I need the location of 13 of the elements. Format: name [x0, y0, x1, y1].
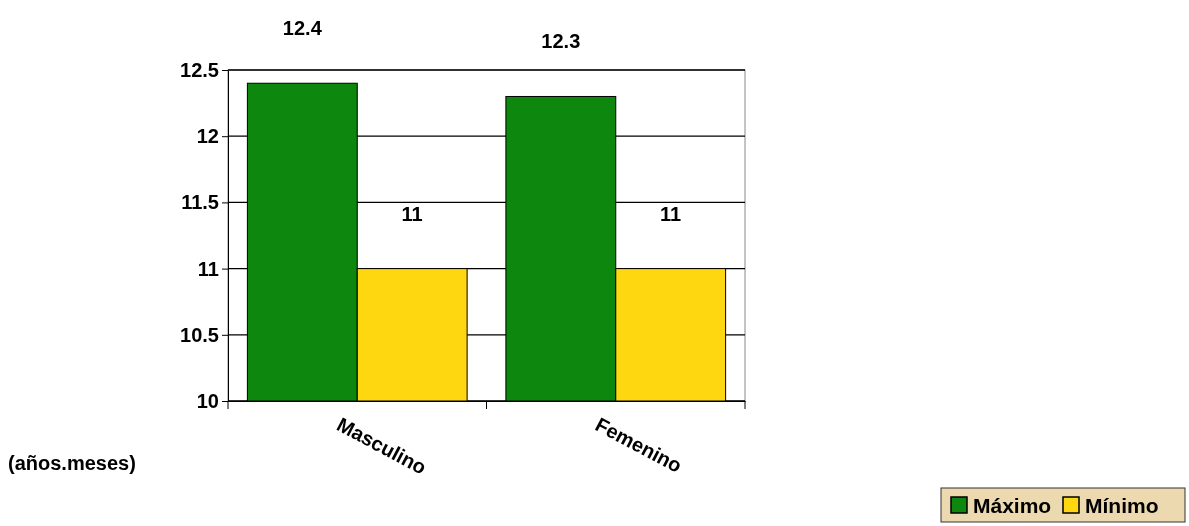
data-label: 11 — [401, 202, 423, 225]
y-axis-title: (años.meses) — [8, 452, 136, 474]
data-label: 12.4 — [282, 17, 323, 40]
y-tick-label: 11.5 — [181, 191, 219, 214]
y-tick-label: 10 — [196, 389, 219, 412]
data-label: 11 — [660, 202, 682, 225]
y-tick-label: 10.5 — [180, 323, 219, 346]
y-tick-label: 12 — [196, 125, 219, 148]
legend-label: Mínimo — [1085, 494, 1159, 517]
y-tick-label: 12.5 — [180, 58, 219, 81]
legend-label: Máximo — [973, 494, 1052, 517]
data-label: 12.3 — [541, 30, 581, 53]
y-tick-label: 11 — [197, 257, 219, 280]
